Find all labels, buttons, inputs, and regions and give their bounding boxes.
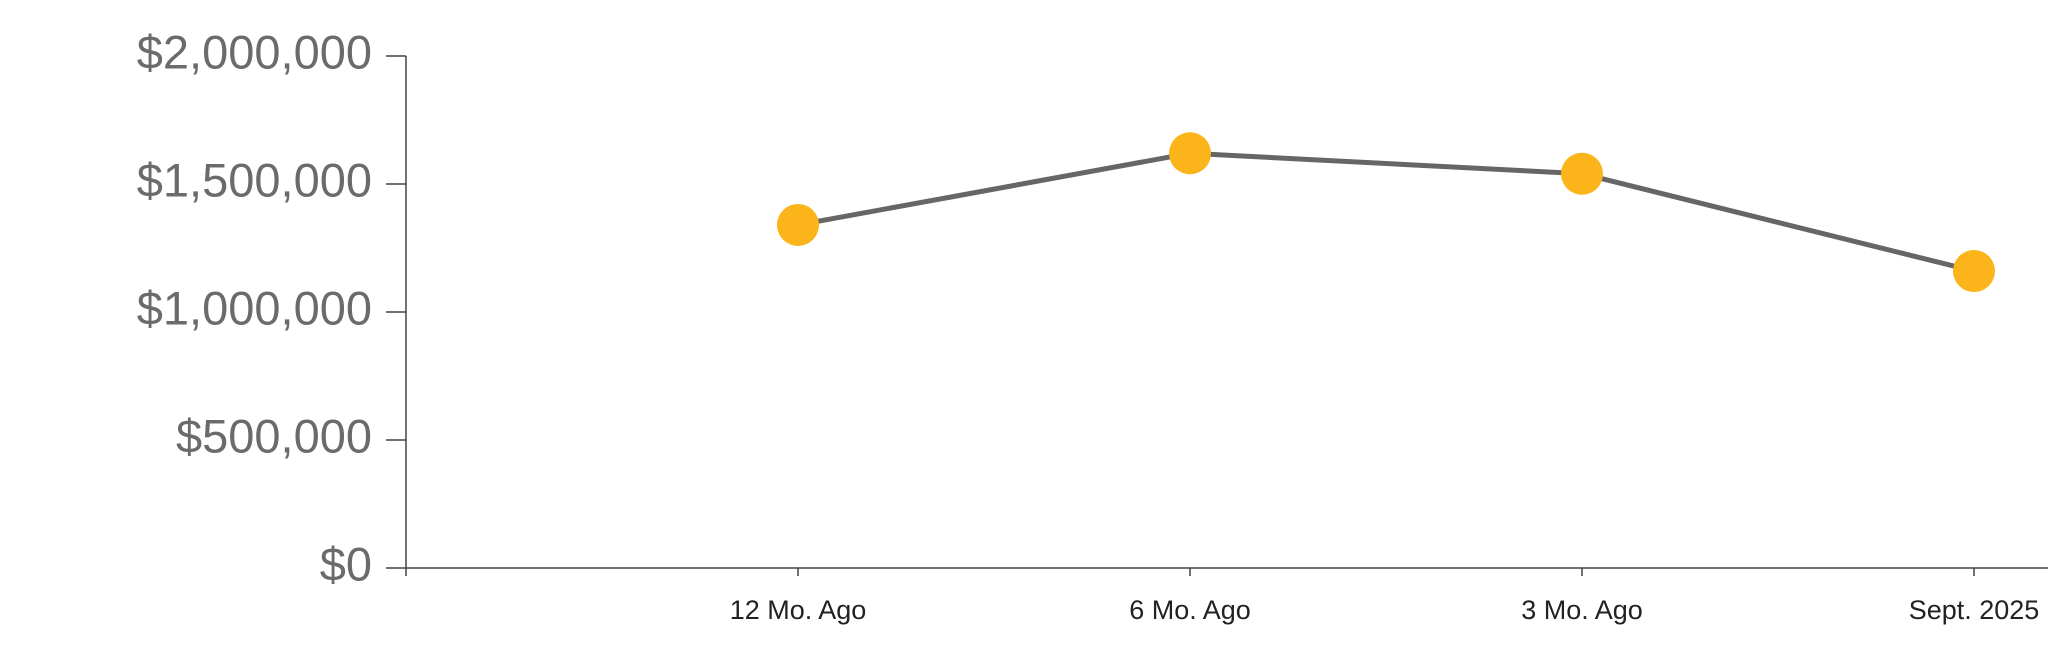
- x-tick-label: 6 Mo. Ago: [1129, 595, 1251, 625]
- x-tick-label: 3 Mo. Ago: [1521, 595, 1643, 625]
- y-tick-label: $1,000,000: [137, 281, 372, 334]
- y-tick-label: $500,000: [176, 409, 372, 462]
- point: [1561, 152, 1603, 195]
- x-tick-label: 12 Mo. Ago: [730, 595, 867, 625]
- x-tick-label: Sept. 2025: [1909, 595, 2040, 625]
- point: [777, 203, 819, 246]
- line: [797, 150, 1975, 274]
- y-tick-label: $0: [320, 537, 372, 590]
- point: [1953, 250, 1995, 293]
- point: [1169, 132, 1211, 175]
- y-tick-label: $1,500,000: [137, 153, 372, 206]
- y-tick-label: $2,000,000: [137, 25, 372, 78]
